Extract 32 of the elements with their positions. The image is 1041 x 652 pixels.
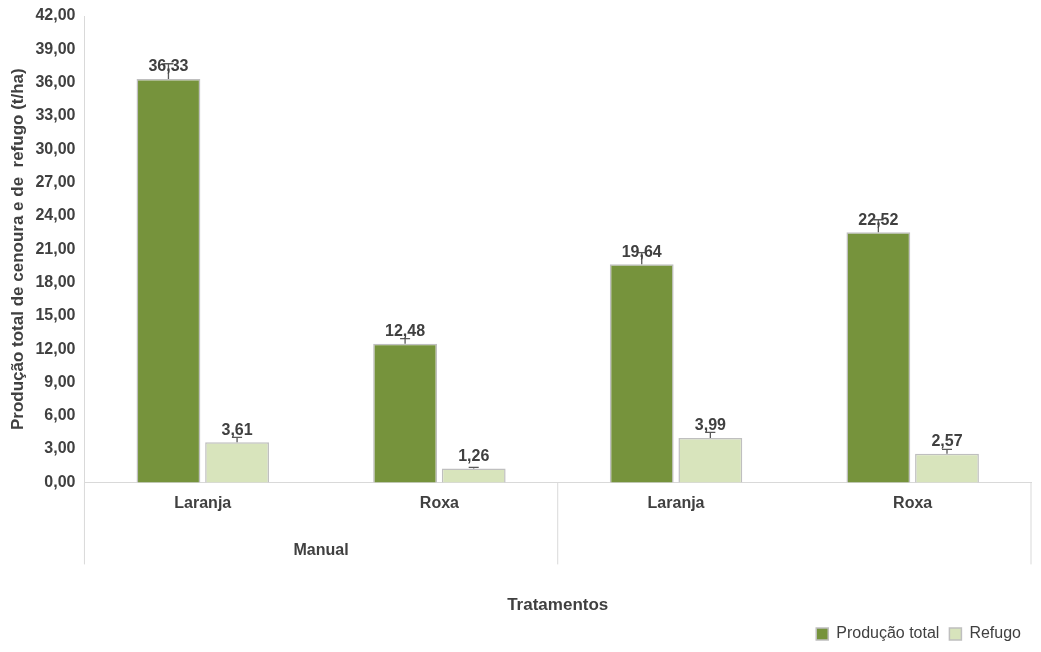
- data-label: 3,61: [221, 420, 253, 438]
- legend-label: Produção total: [836, 624, 940, 642]
- y-tick-label: 30,00: [35, 139, 76, 157]
- y-tick-label: 12,00: [35, 339, 76, 357]
- y-tick-label: 27,00: [35, 172, 76, 190]
- y-tick-label: 3,00: [44, 439, 76, 457]
- y-tick-label: 0,00: [44, 472, 76, 490]
- x-axis-title: Tratamentos: [507, 595, 609, 615]
- y-tick-label: 18,00: [35, 272, 76, 290]
- x-tick-label: Roxa: [419, 494, 460, 512]
- y-tick-label: 21,00: [35, 239, 76, 257]
- y-tick-label: 15,00: [35, 306, 76, 324]
- text: Manual: [293, 540, 349, 558]
- data-label: 2,57: [931, 432, 963, 450]
- data-label: 1,26: [458, 446, 490, 464]
- y-tick-label: 33,00: [35, 106, 76, 124]
- y-tick-label: 9,00: [44, 372, 76, 390]
- y-tick-label: 24,00: [35, 206, 76, 224]
- data-label: 36,33: [148, 57, 189, 75]
- data-label: 19,64: [621, 242, 662, 260]
- x-tick-label: Roxa: [893, 494, 933, 512]
- y-tick-label: 6,00: [44, 406, 76, 424]
- legend-label: Refugo: [969, 624, 1022, 642]
- y-tick-label: 42,00: [35, 6, 76, 24]
- y-tick-label: 36,00: [35, 73, 76, 91]
- x-tick-label: Laranja: [174, 494, 232, 512]
- x-tick-label: Laranja: [647, 494, 705, 512]
- y-axis-title: Produção total de cenoura e de refugo (t/ha): [7, 68, 27, 431]
- data-label: 3,99: [694, 416, 727, 434]
- data-label: 12,48: [385, 322, 426, 340]
- y-tick-label: 39,00: [35, 39, 76, 57]
- data-label: 22,52: [858, 210, 899, 228]
